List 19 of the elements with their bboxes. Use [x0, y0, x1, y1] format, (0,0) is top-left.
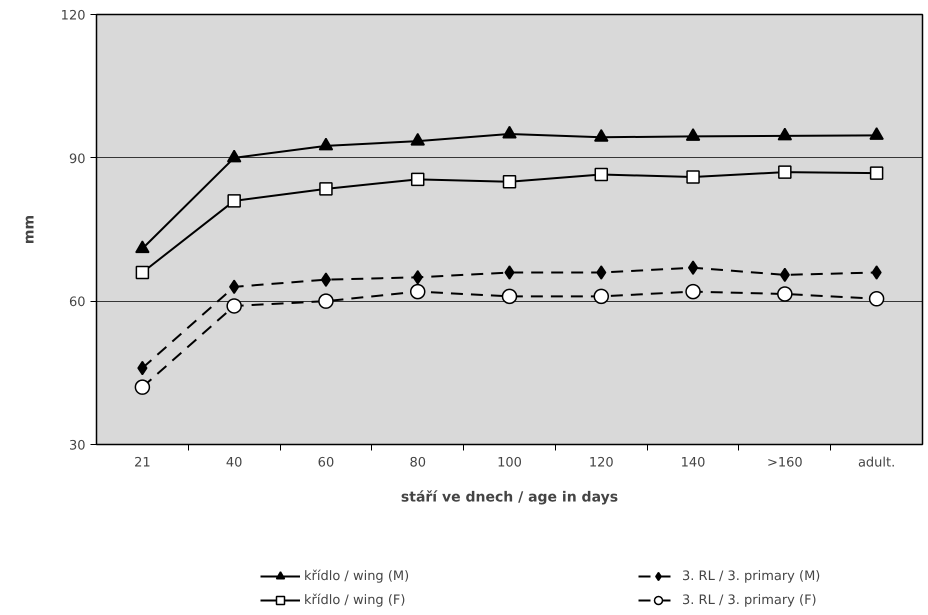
x-tick-label: 21	[134, 456, 151, 470]
x-tick-label: 60	[318, 456, 334, 470]
x-tick-label: 80	[409, 456, 426, 470]
legend-label: 3. RL / 3. primary (M)	[682, 568, 822, 584]
legend-label: křídlo / wing (M)	[304, 568, 410, 584]
y-tick-label: 120	[60, 8, 86, 24]
y-tick-label: 90	[68, 152, 86, 167]
x-tick-label: 100	[497, 456, 522, 470]
y-tick-label: 30	[68, 438, 86, 454]
x-tick-label: 40	[226, 456, 242, 470]
x-axis-title: stáří ve dnech / age in days	[400, 490, 618, 506]
y-tick-label: 60	[68, 295, 86, 310]
x-tick-label: 120	[588, 456, 614, 470]
x-tick-label: adult.	[858, 456, 896, 470]
legend-label: 3. RL / 3. primary (F)	[682, 592, 818, 608]
y-axis-title: mm	[22, 214, 38, 244]
x-tick-label: 140	[680, 456, 706, 470]
x-tick-label: >160	[766, 456, 803, 470]
legend-label: křídlo / wing (F)	[304, 592, 406, 608]
